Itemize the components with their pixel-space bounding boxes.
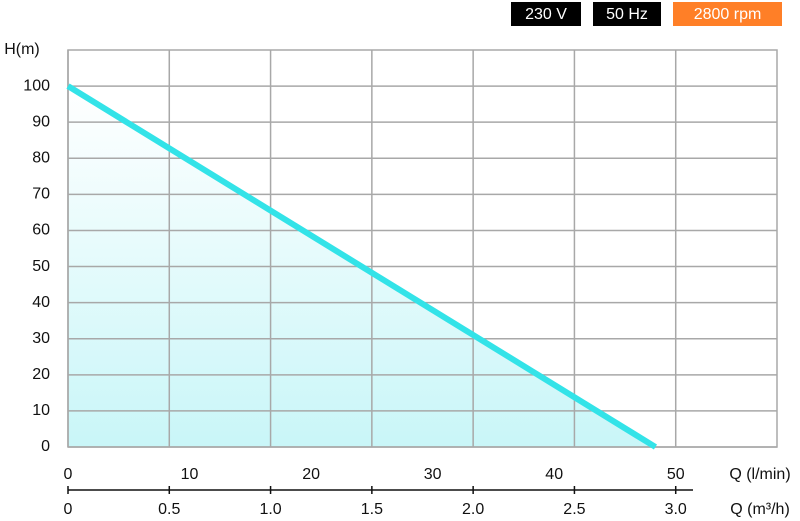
series-line [66,83,658,450]
x2-tick-label: 20 [302,466,320,483]
badge [593,2,661,26]
y-tick-label: 30 [32,330,50,347]
x-tick-label: 1.0 [259,501,281,518]
badge-text: 2800 rpm [694,6,762,23]
y-tick-label: 50 [32,258,50,275]
x2-tick-label: 10 [181,466,199,483]
x2-tick-label: 0 [64,466,73,483]
y-tick-label: 100 [23,77,50,94]
y-tick-label: 70 [32,186,50,203]
y-tick-label: 80 [32,149,50,166]
x2-tick-label: 50 [667,466,685,483]
x-tick-label: 0.5 [158,501,180,518]
x-tick-label: 2.5 [563,501,585,518]
y-tick-label: 20 [32,366,50,383]
x-tick-label: 3.0 [665,501,687,518]
x2-tick-label: 40 [545,466,563,483]
badge-text: 230 V [525,6,567,23]
badge [673,2,782,26]
y-axis-label: H(m) [4,41,40,58]
x-axis-label: Q (m³/h) [730,501,790,518]
x-tick-label: 0 [64,501,73,518]
badge [511,2,581,26]
badge-text: 50 Hz [606,6,648,23]
y-tick-label: 60 [32,222,50,239]
y-tick-label: 0 [41,438,50,455]
plot-border [67,49,778,448]
x2-tick-label: 30 [424,466,442,483]
y-tick-label: 90 [32,113,50,130]
x-tick-label: 1.5 [361,501,383,518]
y-tick-label: 40 [32,294,50,311]
x2-axis-label: Q (l/min) [729,466,790,483]
y-tick-label: 10 [32,402,50,419]
x-tick-label: 2.0 [462,501,484,518]
